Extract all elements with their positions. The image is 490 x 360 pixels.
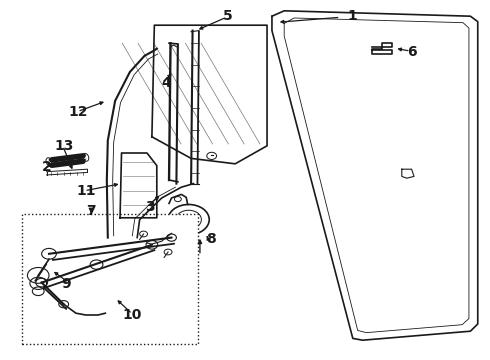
Text: 9: 9 [61, 278, 71, 291]
Text: 3: 3 [145, 200, 154, 214]
Text: 8: 8 [206, 233, 216, 246]
Text: 5: 5 [223, 9, 233, 23]
Text: 13: 13 [54, 139, 74, 153]
Text: 12: 12 [69, 105, 88, 118]
Text: 4: 4 [162, 76, 172, 90]
Text: 11: 11 [76, 184, 96, 198]
Bar [22, 214, 198, 344]
Text: 7: 7 [86, 204, 96, 217]
Text: 10: 10 [122, 308, 142, 322]
Text: 6: 6 [407, 45, 416, 59]
Text: 1: 1 [348, 9, 358, 23]
Text: 2: 2 [42, 161, 51, 174]
